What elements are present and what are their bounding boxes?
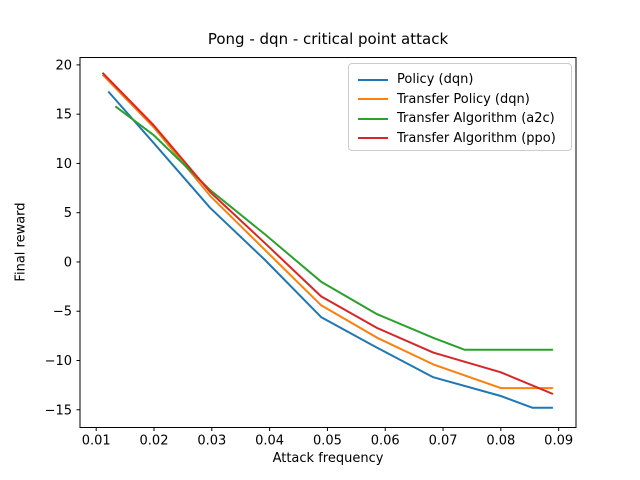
x-tick-label: 0.07 (429, 434, 458, 449)
y-tick-label: 5 (64, 206, 72, 221)
legend-row-1: Policy (dqn) (358, 70, 563, 90)
x-tick-label: 0.01 (82, 434, 111, 449)
y-tick-label: −15 (45, 403, 72, 418)
legend-line-sample (358, 117, 388, 120)
legend-line-sample (358, 98, 388, 101)
series-line-3 (114, 105, 553, 351)
x-tick-label: 0.09 (544, 434, 573, 449)
x-tick-label: 0.02 (140, 434, 169, 449)
y-tick-label: 0 (64, 255, 72, 270)
series-line-4 (101, 72, 554, 395)
legend: Policy (dqn) Transfer Policy (dqn) Transfe… (348, 63, 572, 151)
x-tick-label: 0.06 (371, 434, 400, 449)
legend-row-2: Transfer Policy (dqn) (358, 90, 563, 110)
y-tick-label: −10 (45, 354, 72, 369)
legend-row-4: Transfer Algorithm (ppo) (358, 129, 563, 149)
y-tick-label: 20 (55, 58, 72, 73)
legend-row-3: Transfer Algorithm (a2c) (358, 109, 563, 129)
x-axis-label: Attack frequency (272, 451, 384, 466)
legend-line-sample (358, 137, 388, 140)
legend-line-sample (358, 78, 388, 81)
y-tick-label: 10 (55, 157, 72, 172)
series-line-2 (101, 74, 553, 390)
legend-label: Transfer Policy (dqn) (397, 91, 530, 107)
legend-label: Policy (dqn) (397, 72, 474, 88)
x-tick-label: 0.05 (313, 434, 342, 449)
chart-title: Pong - dqn - critical point attack (207, 30, 449, 48)
y-tick-label: −5 (53, 305, 72, 320)
x-tick-label: 0.04 (255, 434, 284, 449)
series-line-1 (107, 90, 553, 409)
x-tick-label: 0.03 (197, 434, 226, 449)
x-tick-label: 0.08 (486, 434, 515, 449)
y-tick-label: 15 (55, 108, 72, 123)
legend-label: Transfer Algorithm (ppo) (397, 130, 556, 146)
legend-label: Transfer Algorithm (a2c) (397, 111, 555, 127)
axes-frame (79, 57, 577, 428)
